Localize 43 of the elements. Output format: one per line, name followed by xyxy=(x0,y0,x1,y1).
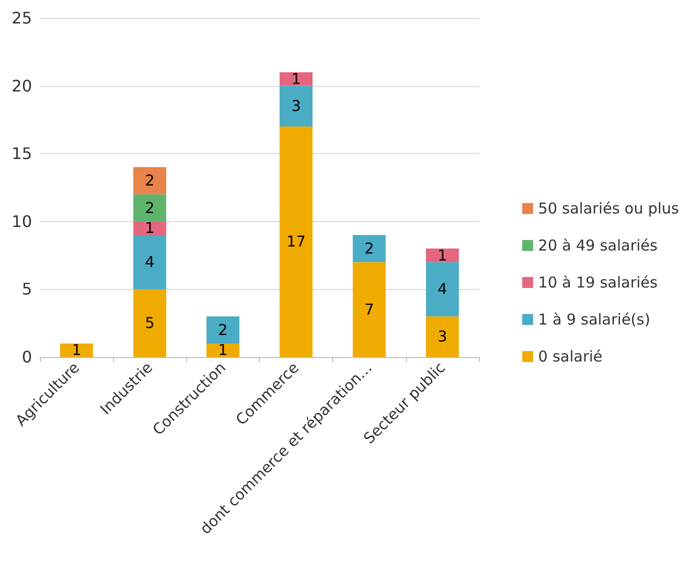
data-label: 1 xyxy=(438,246,448,264)
data-label: 5 xyxy=(144,314,155,332)
legend-label: 1 à 9 salarié(s) xyxy=(538,310,650,328)
data-label: 4 xyxy=(144,253,155,272)
bar xyxy=(280,72,313,86)
bar xyxy=(133,221,166,235)
bar xyxy=(206,343,240,357)
legend-label: 0 salarié xyxy=(538,348,602,366)
data-label: 2 xyxy=(364,240,374,258)
bar xyxy=(280,86,313,126)
data-label: 1 xyxy=(144,219,155,238)
bar xyxy=(280,126,313,357)
data-label: 3 xyxy=(291,97,301,116)
bar xyxy=(426,248,459,262)
legend-label: 50 salariés ou plus xyxy=(538,200,680,218)
data-label: 1 xyxy=(72,341,82,360)
data-label: 2 xyxy=(144,198,155,217)
legend-label: 10 à 19 salariés xyxy=(538,274,658,292)
bar xyxy=(133,194,166,222)
data-label: 2 xyxy=(218,320,228,339)
y-tick-label: 15 xyxy=(12,144,32,164)
data-label: 17 xyxy=(286,232,306,251)
data-label: 3 xyxy=(438,328,448,346)
bar xyxy=(133,167,166,194)
y-tick-label: 5 xyxy=(22,280,32,299)
data-label: 4 xyxy=(438,280,448,298)
bar xyxy=(133,289,166,357)
bar xyxy=(133,234,166,290)
y-tick-label: 25 xyxy=(12,8,32,28)
bar xyxy=(60,343,94,357)
bar xyxy=(426,262,459,316)
y-tick-label: 10 xyxy=(12,212,32,231)
data-label: 2 xyxy=(144,172,155,190)
legend-label: 20 à 49 salariés xyxy=(538,236,658,254)
data-label: 1 xyxy=(291,70,301,88)
bar xyxy=(352,234,386,262)
y-tick-label: 20 xyxy=(12,76,32,96)
bar xyxy=(352,262,386,357)
y-tick-label: 0 xyxy=(22,348,32,366)
bar xyxy=(426,316,459,357)
data-label: 7 xyxy=(364,300,374,319)
data-label: 1 xyxy=(218,341,228,360)
bar xyxy=(206,316,240,344)
